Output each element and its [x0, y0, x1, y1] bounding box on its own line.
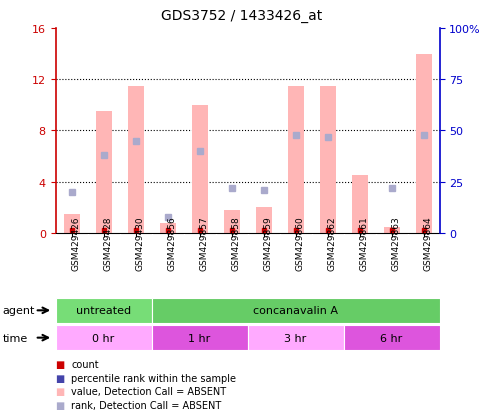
Bar — [352, 176, 368, 233]
Text: ■: ■ — [56, 373, 65, 383]
Bar — [128, 86, 143, 233]
Text: GSM429856: GSM429856 — [168, 216, 177, 271]
Text: GSM429861: GSM429861 — [359, 216, 369, 271]
Text: GSM429428: GSM429428 — [103, 216, 113, 271]
Text: GSM429864: GSM429864 — [424, 216, 433, 271]
Text: GSM429859: GSM429859 — [264, 216, 272, 271]
Bar — [384, 227, 399, 233]
Text: GSM429858: GSM429858 — [231, 216, 241, 271]
Text: GSM429426: GSM429426 — [71, 216, 81, 271]
Bar — [320, 86, 336, 233]
Text: concanavalin A: concanavalin A — [253, 306, 338, 316]
Bar — [152, 298, 440, 323]
Text: percentile rank within the sample: percentile rank within the sample — [71, 373, 236, 383]
Text: count: count — [71, 359, 99, 369]
Text: ■: ■ — [56, 359, 65, 369]
Text: value, Detection Call = ABSENT: value, Detection Call = ABSENT — [71, 387, 226, 396]
Bar — [96, 112, 112, 233]
Text: GDS3752 / 1433426_at: GDS3752 / 1433426_at — [161, 9, 322, 23]
Text: GSM429862: GSM429862 — [327, 216, 337, 271]
Text: ■: ■ — [56, 400, 65, 410]
Text: GSM429430: GSM429430 — [136, 216, 144, 271]
Text: 1 hr: 1 hr — [188, 333, 211, 343]
Bar — [256, 208, 271, 233]
Text: GSM429857: GSM429857 — [199, 216, 209, 271]
Text: 3 hr: 3 hr — [284, 333, 307, 343]
Text: untreated: untreated — [76, 306, 131, 316]
Bar — [224, 210, 240, 233]
Bar — [287, 86, 303, 233]
Bar — [159, 223, 175, 233]
Bar — [415, 55, 431, 233]
Bar — [248, 325, 343, 350]
Text: GSM429863: GSM429863 — [392, 216, 400, 271]
Bar — [64, 214, 80, 233]
Bar — [152, 325, 248, 350]
Bar — [56, 298, 152, 323]
Bar — [56, 325, 152, 350]
Text: ■: ■ — [56, 387, 65, 396]
Text: agent: agent — [2, 306, 35, 316]
Text: time: time — [2, 333, 28, 343]
Text: 0 hr: 0 hr — [92, 333, 114, 343]
Text: 6 hr: 6 hr — [381, 333, 403, 343]
Text: rank, Detection Call = ABSENT: rank, Detection Call = ABSENT — [71, 400, 221, 410]
Text: GSM429860: GSM429860 — [296, 216, 305, 271]
Bar — [192, 106, 208, 233]
Bar — [343, 325, 440, 350]
